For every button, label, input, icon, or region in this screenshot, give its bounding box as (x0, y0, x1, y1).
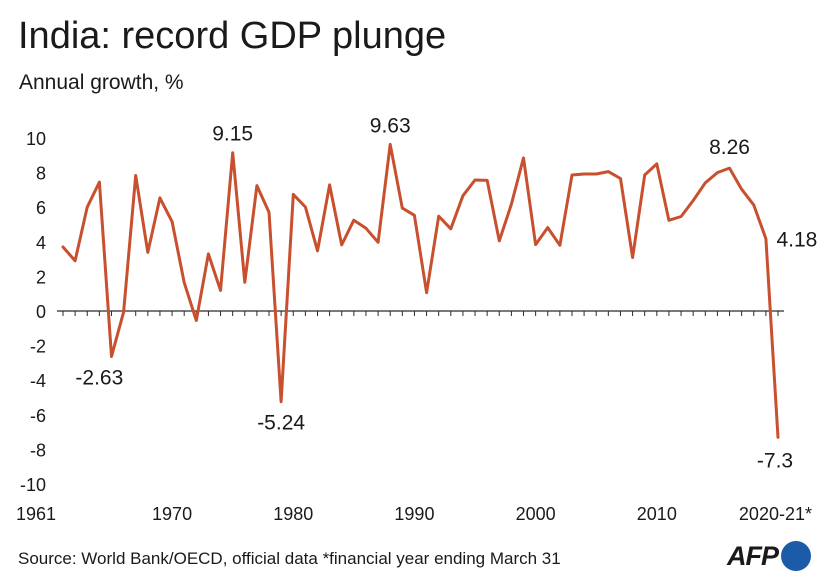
y-tick-label: 4 (36, 233, 46, 253)
x-axis: 1961 1970 1980 1990 2000 2010 2020-21* (16, 310, 812, 524)
data-labels: -2.63 9.15 -5.24 9.63 8.26 4.18 -7.3 (75, 114, 817, 472)
growth-line (61, 142, 780, 439)
x-tick-label: 2020-21* (739, 504, 812, 524)
data-label: 9.15 (212, 123, 253, 146)
data-label: 9.63 (370, 114, 411, 137)
chart-title: India: record GDP plunge (18, 15, 447, 57)
growth-series (61, 142, 780, 439)
gdp-line-chart: 10 8 6 4 2 0 -2 -4 -6 -8 -10 1961 1970 1980 1990 2000 2… (16, 114, 817, 524)
data-label: 4.18 (776, 229, 817, 252)
data-label: -5.24 (257, 412, 305, 435)
y-tick-label: -10 (20, 475, 46, 495)
y-tick-label: 6 (36, 198, 46, 218)
y-tick-label: 8 (36, 164, 46, 184)
y-axis: 10 8 6 4 2 0 -2 -4 -6 -8 -10 (20, 129, 46, 495)
y-tick-label: 10 (26, 129, 46, 149)
x-tick-label: 1980 (273, 504, 313, 524)
data-label: -7.3 (757, 449, 793, 472)
x-tick-label: 1970 (152, 504, 192, 524)
x-tick-label: 2000 (516, 504, 556, 524)
x-tick-label: 1990 (394, 504, 434, 524)
y-tick-label: -8 (30, 440, 46, 460)
x-tick-label: 1961 (16, 504, 56, 524)
y-tick-label: -6 (30, 406, 46, 426)
chart-subtitle: Annual growth, % (19, 71, 184, 94)
afp-logo: AFP (727, 539, 811, 573)
x-tick-label: 2010 (637, 504, 677, 524)
source-note: Source: World Bank/OECD, official data *… (18, 549, 561, 568)
afp-logo-text: AFP (727, 540, 779, 571)
data-label: -2.63 (75, 366, 123, 389)
data-label: 8.26 (709, 136, 750, 159)
afp-logo-dot-icon (781, 541, 811, 571)
y-tick-label: -4 (30, 371, 46, 391)
y-tick-label: 2 (36, 267, 46, 287)
y-tick-label: 0 (36, 302, 46, 322)
y-tick-label: -2 (30, 337, 46, 357)
